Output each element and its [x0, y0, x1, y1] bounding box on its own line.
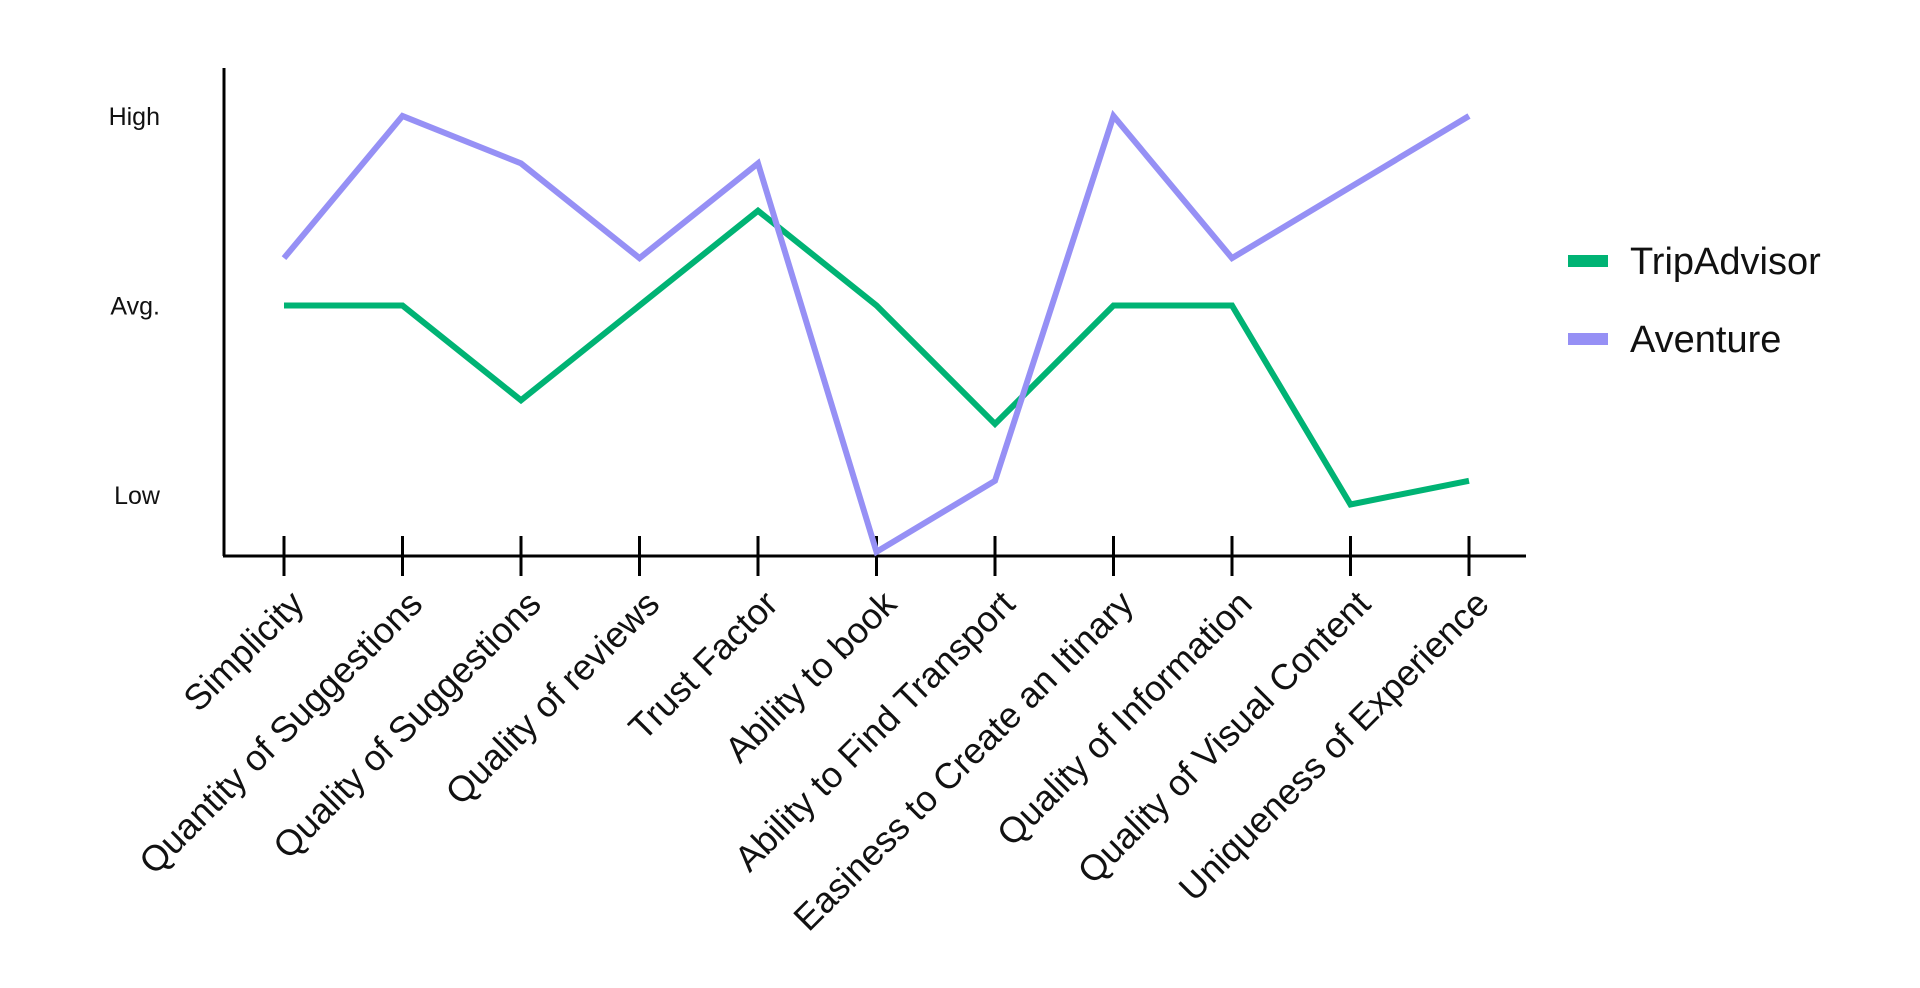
y-tick-label: High — [109, 103, 160, 131]
y-tick-label: Avg. — [110, 293, 160, 321]
legend-swatch — [1568, 333, 1608, 345]
legend: TripAdvisor Aventure — [1568, 241, 1821, 361]
legend-label: TripAdvisor — [1630, 241, 1821, 283]
y-tick-label: Low — [114, 482, 161, 510]
legend-label: Aventure — [1630, 319, 1781, 361]
legend-item-tripadvisor: TripAdvisor — [1568, 241, 1821, 283]
chart-axes — [222, 68, 1526, 558]
y-axis-ticks: Low Avg. High — [109, 103, 161, 510]
series-line-aventure — [281, 109, 1471, 557]
x-tick-label: Quality of reviews — [437, 583, 667, 813]
legend-item-aventure: Aventure — [1568, 319, 1781, 361]
series-line-tripadvisor — [284, 206, 1470, 508]
legend-swatch — [1568, 255, 1608, 267]
series-lines — [281, 109, 1471, 557]
